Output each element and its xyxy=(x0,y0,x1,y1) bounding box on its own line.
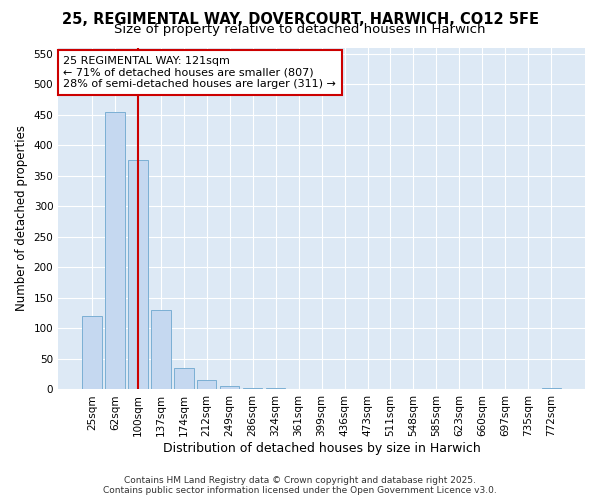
Text: Size of property relative to detached houses in Harwich: Size of property relative to detached ho… xyxy=(114,22,486,36)
Bar xyxy=(174,368,194,390)
Bar xyxy=(220,386,239,390)
Bar xyxy=(266,388,286,390)
Bar xyxy=(82,316,101,390)
Bar xyxy=(197,380,217,390)
Bar xyxy=(243,388,262,390)
Bar xyxy=(128,160,148,390)
Bar xyxy=(105,112,125,390)
Text: 25, REGIMENTAL WAY, DOVERCOURT, HARWICH, CO12 5FE: 25, REGIMENTAL WAY, DOVERCOURT, HARWICH,… xyxy=(62,12,539,28)
Text: Contains HM Land Registry data © Crown copyright and database right 2025.
Contai: Contains HM Land Registry data © Crown c… xyxy=(103,476,497,495)
Text: 25 REGIMENTAL WAY: 121sqm
← 71% of detached houses are smaller (807)
28% of semi: 25 REGIMENTAL WAY: 121sqm ← 71% of detac… xyxy=(64,56,337,89)
X-axis label: Distribution of detached houses by size in Harwich: Distribution of detached houses by size … xyxy=(163,442,481,455)
Bar xyxy=(151,310,170,390)
Bar xyxy=(542,388,561,390)
Y-axis label: Number of detached properties: Number of detached properties xyxy=(15,126,28,312)
